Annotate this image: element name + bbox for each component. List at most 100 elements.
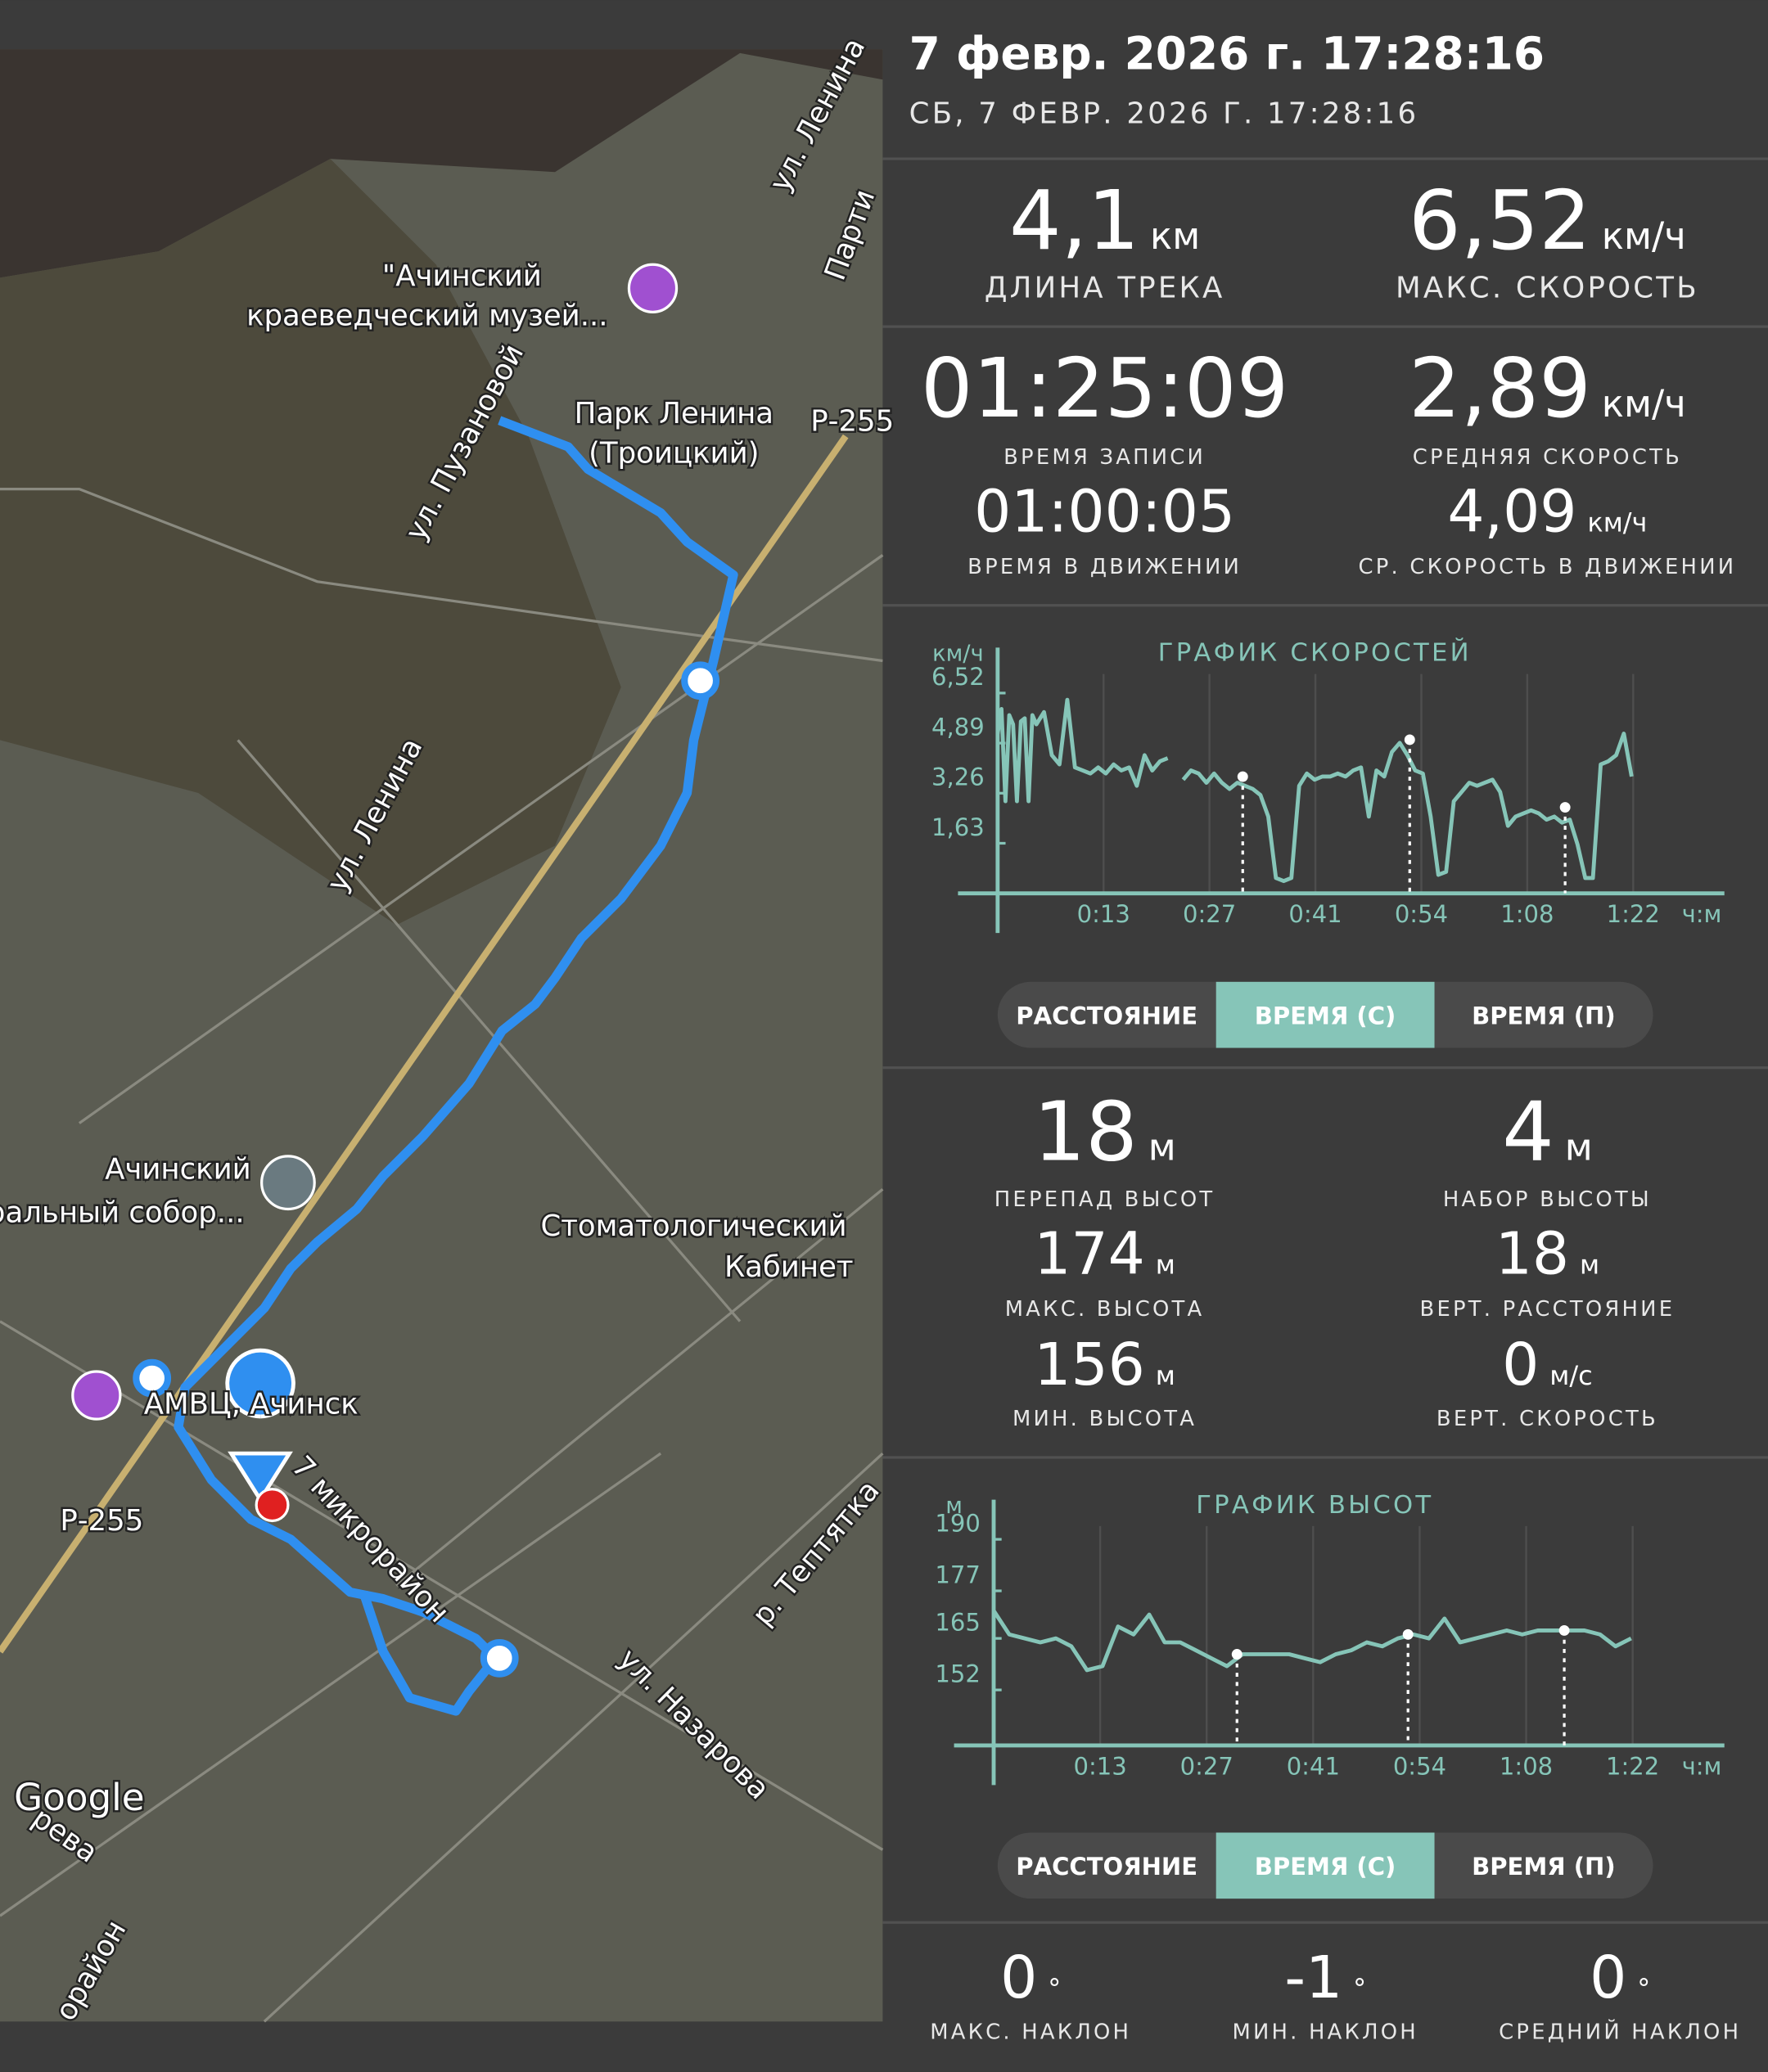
stat-unit: км: [1150, 214, 1200, 258]
y-tick-label: 177: [935, 1561, 980, 1588]
stat-label: МИН. ВЫСОТА: [1013, 1407, 1197, 1431]
stat-value: 0 м/с: [1502, 1331, 1593, 1399]
stat-unit: м: [1580, 1250, 1599, 1281]
stat-label: МАКС. НАКЛОН: [930, 2020, 1131, 2044]
stat-number: 0: [1502, 1331, 1539, 1399]
stat-label: ПЕРЕПАД ВЫСОТ: [994, 1187, 1216, 1212]
stat-value: 156 м: [1034, 1331, 1175, 1399]
line: [995, 697, 1634, 884]
map-label: Р-255: [60, 1504, 143, 1538]
marker-dot: [1231, 1649, 1243, 1660]
tab-active: [1216, 1832, 1435, 1899]
stat-unit: м: [1156, 1250, 1175, 1281]
stat-label: МИН. НАКЛОН: [1232, 2020, 1418, 2044]
start-pin: [225, 1348, 295, 1504]
y-tick-label: 190: [935, 1509, 980, 1537]
track-day: СБ, 7 ФЕВР. 2026 Г. 17:28:16: [909, 97, 1419, 130]
stat-label: ВРЕМЯ В ДВИЖЕНИИ: [967, 555, 1242, 579]
y-tick-label: 165: [935, 1608, 980, 1636]
x-tick-label: 0:41: [1287, 1752, 1340, 1780]
stat-label: МАКС. СКОРОСТЬ: [1396, 272, 1699, 305]
stat-value: 174 м: [1034, 1220, 1175, 1288]
stat-value: 4,1 км: [1009, 173, 1200, 268]
highway: [0, 434, 849, 1654]
x-tick-label: 0:13: [1073, 1752, 1126, 1780]
stat-label: МАКС. ВЫСОТА: [1005, 1297, 1205, 1322]
stat-number: 01:00:05: [974, 477, 1235, 545]
stat-unit: км/ч: [1602, 382, 1686, 426]
stat-number: 01:25:09: [921, 340, 1288, 436]
chart-title: ГРАФИК ВЫСОТ: [1196, 1491, 1433, 1520]
track-date: 7 февр. 2026 г. 17:28:16: [909, 27, 1545, 79]
y-tick-label: 3,26: [931, 763, 985, 791]
stat-value: 18 м: [1495, 1220, 1599, 1288]
stat-label: ВЕРТ. СКОРОСТЬ: [1436, 1407, 1658, 1431]
x-tick-label: 0:54: [1393, 1752, 1446, 1780]
tab[interactable]: РАССТОЯНИЕ: [1016, 1002, 1197, 1029]
stat-label: СР. СКОРОСТЬ В ДВИЖЕНИИ: [1359, 555, 1737, 579]
x-unit: ч:м: [1682, 900, 1722, 928]
stat-number: 156: [1034, 1331, 1145, 1399]
stat-unit: м: [1148, 1126, 1176, 1169]
stat-value: 0 °: [1000, 1944, 1061, 2011]
x-tick-label: 0:41: [1288, 900, 1342, 928]
stat-value: 4,09 км/ч: [1447, 477, 1647, 545]
stat-number: 0: [1590, 1944, 1626, 2011]
stat-label: СРЕДНИЙ НАКЛОН: [1499, 2018, 1741, 2044]
tab[interactable]: ВРЕМЯ (С): [1255, 1002, 1396, 1029]
y-tick-label: 4,89: [931, 713, 985, 741]
stat-value: 01:00:05: [974, 477, 1235, 545]
y-tick-label: 1,63: [931, 813, 985, 841]
x-tick-label: 1:08: [1500, 900, 1554, 928]
map-label: "Ачинский: [382, 259, 542, 293]
x-unit: ч:м: [1682, 1752, 1722, 1780]
marker-dot: [1559, 802, 1571, 813]
end-pin: [255, 1488, 290, 1523]
stat-unit: км/ч: [1602, 214, 1686, 258]
stat-number: 2,89: [1409, 340, 1591, 436]
stat-label: ДЛИНА ТРЕКА: [985, 272, 1225, 305]
marker-dot: [1558, 1625, 1570, 1636]
stat-value: -1 °: [1284, 1944, 1366, 2011]
stat-number: 4,09: [1447, 477, 1576, 545]
map-label: Ачинский: [105, 1152, 251, 1186]
tab[interactable]: ВРЕМЯ (С): [1255, 1853, 1396, 1881]
y-unit: км/ч: [932, 642, 984, 667]
x-tick-label: 1:08: [1500, 1752, 1553, 1780]
tab[interactable]: РАССТОЯНИЕ: [1016, 1853, 1197, 1881]
y-unit: м: [945, 1493, 963, 1519]
map-label: краеведческий музей...: [246, 299, 608, 332]
map-label: Google: [14, 1776, 144, 1819]
y-tick-label: 6,52: [931, 663, 985, 691]
stat-value: 01:25:09: [921, 340, 1288, 436]
y-tick-label: 152: [935, 1660, 980, 1687]
stat-number: 4,1: [1009, 173, 1139, 268]
stat-number: 6,52: [1409, 173, 1591, 268]
x-tick-label: 0:27: [1183, 900, 1236, 928]
stat-label: НАБОР ВЫСОТЫ: [1443, 1187, 1652, 1212]
stat-number: -1: [1284, 1944, 1342, 2011]
river: [0, 49, 883, 278]
marker-dot: [1237, 771, 1248, 782]
tab[interactable]: ВРЕМЯ (П): [1472, 1002, 1616, 1029]
stat-value: 6,52 км/ч: [1409, 173, 1686, 268]
stats-panel: 7 февр. 2026 г. 17:28:16 СБ, 7 ФЕВР. 202…: [909, 27, 1545, 130]
map[interactable]: "Ачинский краеведческий музей... Парк Лени…: [0, 30, 896, 2029]
stat-unit: м: [1156, 1360, 1175, 1391]
marker-dot: [1404, 734, 1415, 745]
stat-unit: °: [1048, 1973, 1061, 2004]
stat-value: 18 м: [1033, 1084, 1175, 1180]
stat-value: 2,89 км/ч: [1409, 340, 1686, 436]
x-tick-label: 1:22: [1606, 1752, 1659, 1780]
map-label: АМВЦ, Ачинск: [144, 1388, 359, 1421]
stat-unit: °: [1637, 1973, 1650, 2004]
museum-icon: [71, 1370, 122, 1421]
stat-unit: м/с: [1549, 1360, 1592, 1391]
map-label: Стоматологический: [540, 1209, 846, 1243]
tab[interactable]: ВРЕМЯ (П): [1472, 1853, 1616, 1881]
waypoints: [133, 661, 720, 1678]
marker-dot: [1402, 1628, 1414, 1640]
stat-unit: км/ч: [1587, 507, 1647, 538]
stat-number: 18: [1033, 1084, 1137, 1180]
